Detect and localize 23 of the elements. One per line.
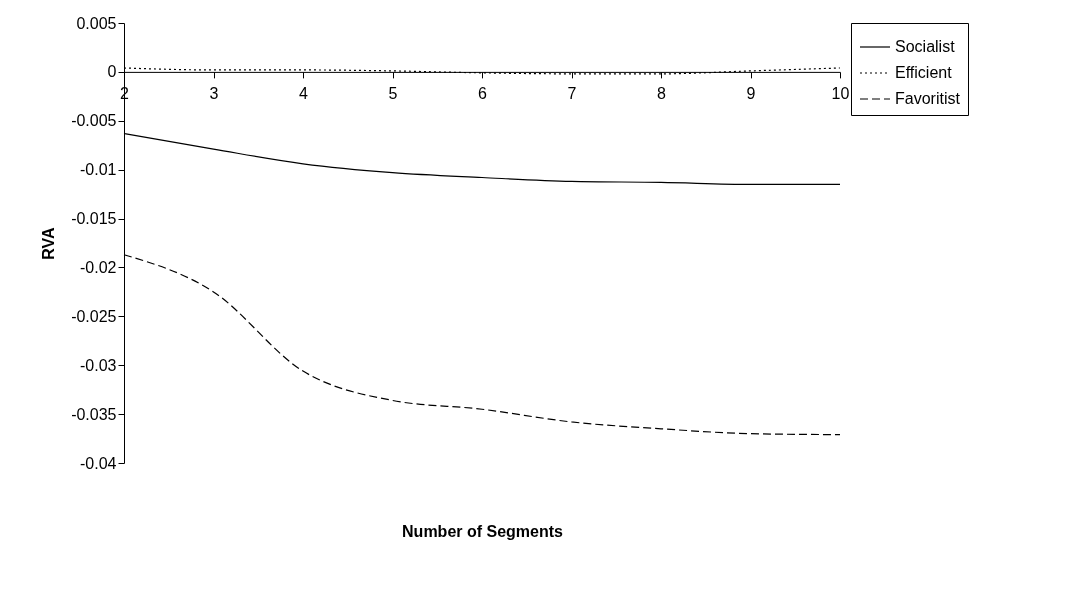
y-tick-label: -0.005 bbox=[71, 112, 117, 130]
y-tick-label: -0.03 bbox=[80, 356, 117, 374]
x-tick-label: 9 bbox=[746, 85, 756, 103]
y-tick-label: -0.01 bbox=[80, 161, 117, 179]
x-tick-label: 6 bbox=[478, 85, 488, 103]
legend-label: Favoritist bbox=[895, 90, 961, 107]
x-axis-title: Number of Segments bbox=[402, 522, 564, 540]
y-tick-label: -0.015 bbox=[71, 210, 117, 228]
x-tick-label: 5 bbox=[388, 85, 398, 103]
x-tick-label: 7 bbox=[567, 85, 577, 103]
y-axis-title: RVA bbox=[40, 226, 58, 260]
y-tick-label: -0.04 bbox=[80, 454, 117, 472]
y-tick-label: -0.035 bbox=[71, 405, 117, 423]
y-tick-label: -0.02 bbox=[80, 258, 117, 276]
x-tick-label: 3 bbox=[209, 85, 219, 103]
legend-label: Socialist bbox=[895, 38, 956, 55]
y-tick-label: 0 bbox=[107, 63, 117, 81]
x-tick-label: 10 bbox=[831, 85, 850, 103]
x-tick-label: 8 bbox=[657, 85, 667, 103]
legend-label: Efficient bbox=[895, 64, 953, 81]
y-tick-label: -0.025 bbox=[71, 307, 117, 325]
y-tick-label: 0.005 bbox=[76, 14, 117, 32]
x-tick-label: 4 bbox=[299, 85, 309, 103]
